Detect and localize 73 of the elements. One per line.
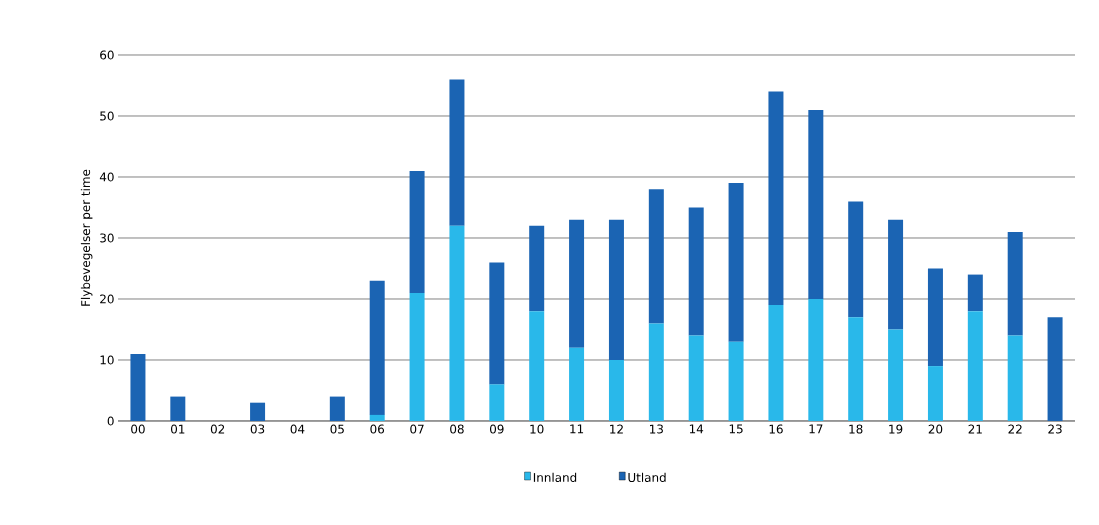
bar — [648, 189, 664, 324]
bar — [449, 225, 465, 421]
x-tick-label: 13 — [650, 424, 663, 434]
x-tick-label: 12 — [610, 424, 623, 434]
bar — [688, 335, 704, 421]
bar — [1047, 317, 1063, 421]
y-tick-label: 10 — [100, 355, 114, 365]
bar — [489, 384, 505, 421]
x-tick-label: 09 — [490, 424, 504, 434]
y-tick-label: 60 — [100, 50, 114, 60]
bar — [808, 298, 824, 421]
bar — [529, 311, 545, 421]
x-tick-label: 00 — [131, 424, 145, 434]
bar — [768, 305, 784, 421]
x-tick-label: 23 — [1048, 424, 1062, 434]
bar — [369, 414, 385, 421]
bar — [728, 183, 744, 342]
bar — [728, 341, 744, 421]
x-tick-label: 07 — [410, 424, 424, 434]
bar — [409, 170, 425, 293]
bar — [608, 359, 624, 421]
legend-label: Innland — [533, 472, 577, 482]
bar — [1007, 231, 1023, 336]
bar — [648, 323, 664, 421]
x-tick-label: 08 — [450, 424, 464, 434]
bar — [888, 219, 904, 330]
x-tick-label: 03 — [250, 424, 265, 434]
bar — [848, 201, 864, 318]
bar — [369, 280, 385, 415]
bar — [688, 207, 704, 336]
bar — [489, 262, 505, 385]
bar — [608, 219, 624, 360]
x-tick-label: 11 — [570, 424, 584, 434]
x-tick-label: 06 — [370, 424, 385, 434]
y-tick-label: 20 — [100, 294, 114, 304]
x-tick-label: 18 — [849, 424, 863, 434]
x-tick-label: 14 — [689, 424, 704, 434]
x-tick-label: 05 — [330, 424, 344, 434]
x-tick-label: 19 — [889, 424, 903, 434]
bar — [529, 225, 545, 312]
bar — [1007, 335, 1023, 421]
y-tick-label: 0 — [107, 416, 114, 426]
x-tick-label: 04 — [290, 424, 305, 434]
bar — [808, 109, 824, 299]
bar — [768, 91, 784, 306]
bar — [250, 402, 266, 421]
bar — [409, 292, 425, 421]
bar — [449, 79, 465, 226]
x-tick-label: 16 — [769, 424, 783, 434]
bar — [569, 219, 585, 348]
bar — [130, 353, 146, 421]
x-tick-label: 10 — [530, 424, 544, 434]
y-tick-label: 50 — [100, 111, 114, 121]
x-tick-label: 15 — [729, 424, 743, 434]
x-tick-label: 17 — [809, 424, 823, 434]
bar — [967, 274, 983, 312]
y-axis-title: Flybevegelser per time — [80, 169, 93, 306]
y-tick-label: 30 — [100, 233, 114, 243]
x-tick-label: 20 — [928, 424, 943, 434]
bar — [927, 366, 943, 421]
bar — [569, 347, 585, 421]
x-tick-label: 22 — [1008, 424, 1022, 434]
legend-label: Utland — [628, 472, 666, 482]
bar — [170, 396, 186, 421]
bar — [888, 329, 904, 421]
x-tick-label: 01 — [171, 424, 185, 434]
x-tick-label: 21 — [968, 424, 982, 434]
bar — [967, 311, 983, 421]
bar — [329, 396, 345, 421]
x-tick-label: 02 — [210, 424, 225, 434]
bar — [927, 268, 943, 367]
bar — [848, 317, 864, 421]
y-tick-label: 40 — [99, 172, 114, 182]
